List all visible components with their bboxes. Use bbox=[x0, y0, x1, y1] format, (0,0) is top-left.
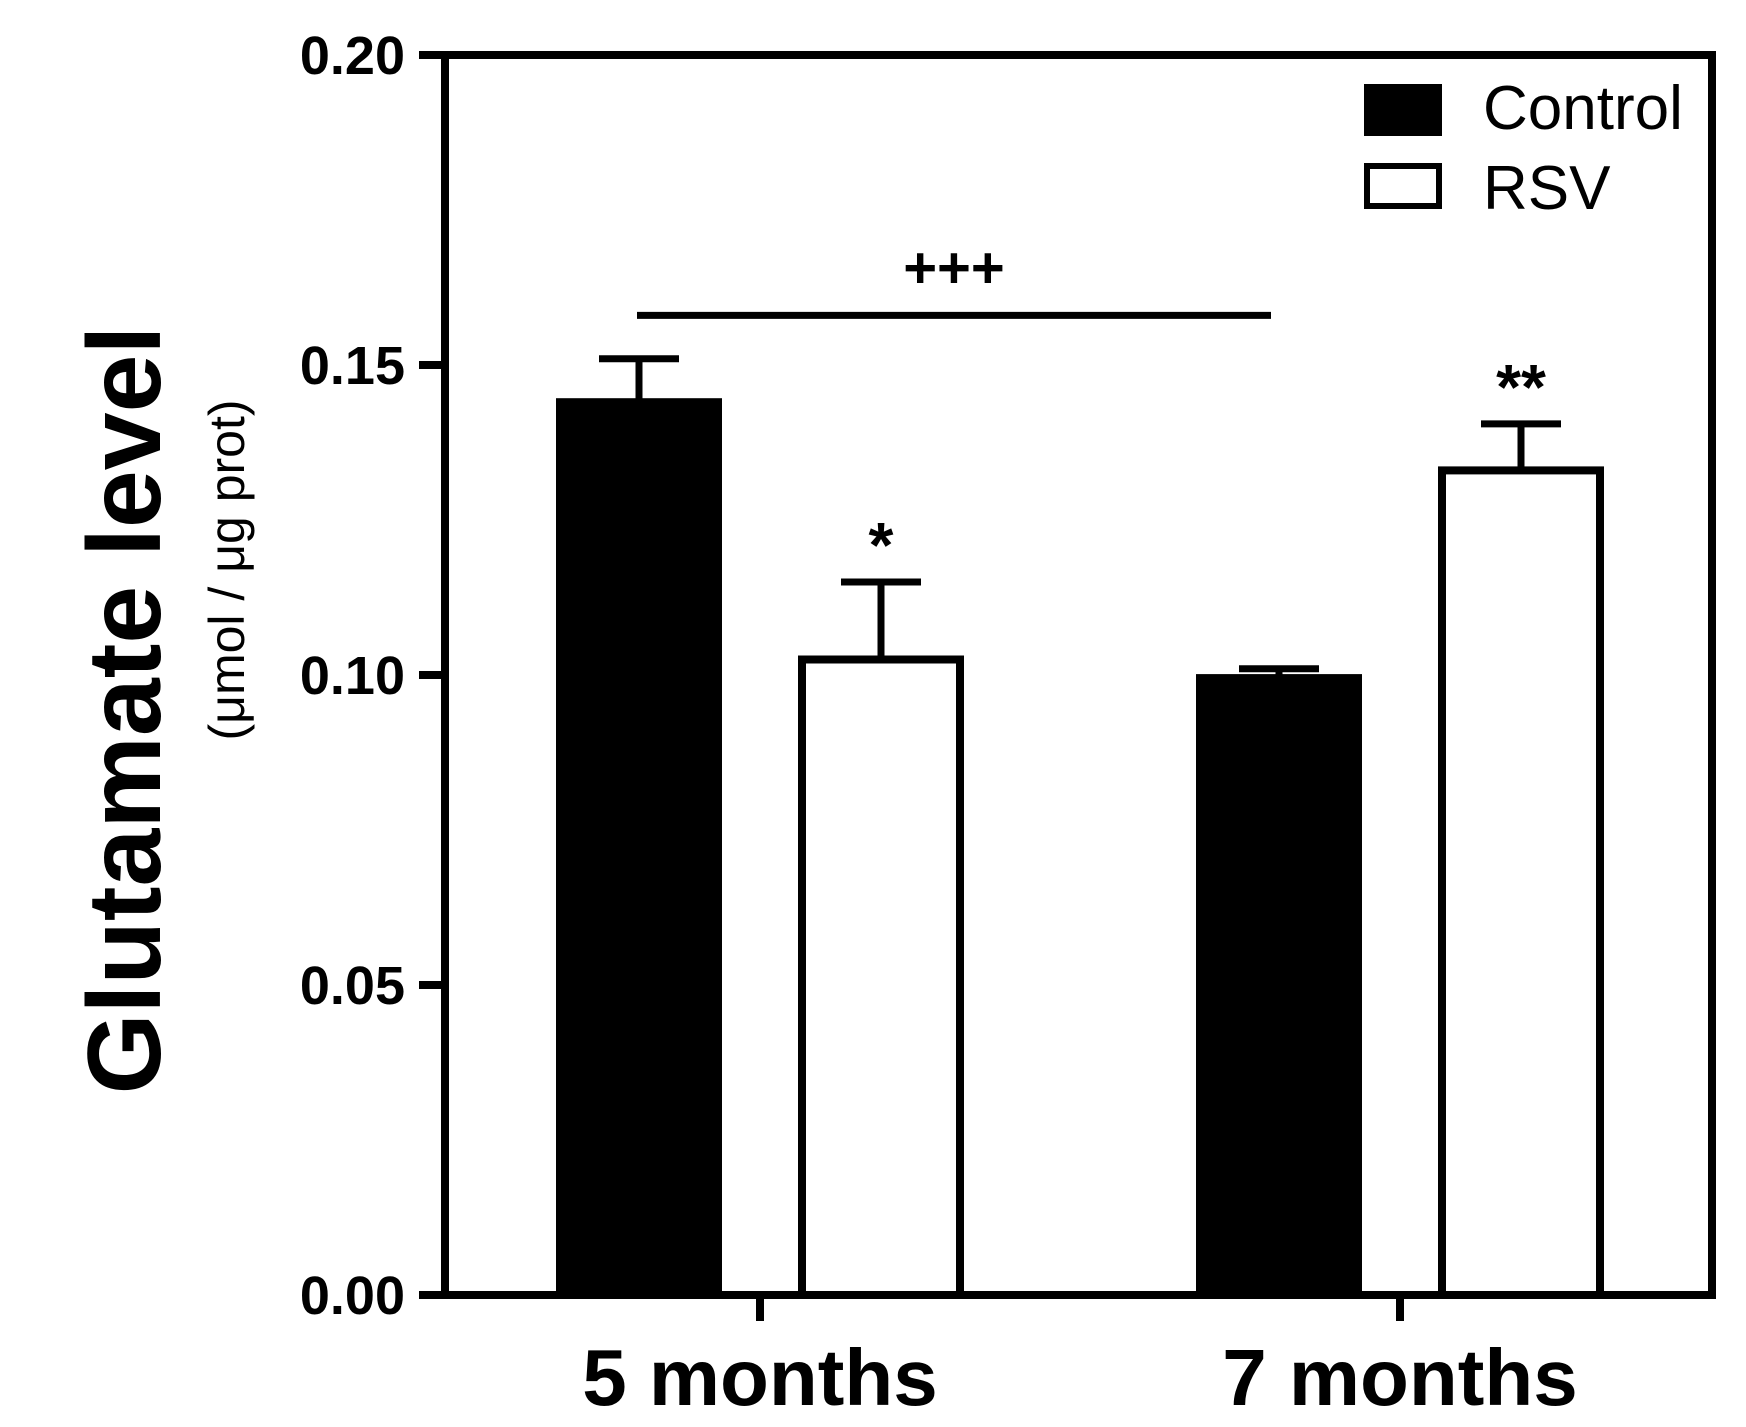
y-tick-label: 0.10 bbox=[300, 646, 405, 706]
bars bbox=[556, 398, 1604, 1299]
bar-rsv-0 bbox=[798, 655, 964, 1299]
y-tick-label: 0.20 bbox=[300, 26, 405, 86]
comparison-bracket-label: +++ bbox=[903, 235, 1005, 300]
bar-control-0 bbox=[556, 398, 722, 1299]
significance-annotations: ***+++ bbox=[637, 235, 1546, 581]
legend-label-control: Control bbox=[1483, 74, 1683, 143]
x-tick-label: 7 months bbox=[1222, 1333, 1578, 1422]
x-tick-label: 5 months bbox=[582, 1333, 938, 1422]
legend-swatch-control bbox=[1364, 84, 1442, 136]
significance-star-rsv-5-months: * bbox=[869, 509, 894, 581]
y-tick-label: 0.05 bbox=[300, 956, 405, 1016]
bar-rsv-1 bbox=[1438, 466, 1604, 1299]
y-tick-label: 0.15 bbox=[300, 336, 405, 396]
x-axis-ticks: 5 months 7 months bbox=[582, 1295, 1578, 1422]
y-axis-units: (μmol / μg prot) bbox=[199, 399, 255, 740]
y-tick-label: 0.00 bbox=[300, 1266, 405, 1326]
y-axis-title: Glutamate level bbox=[67, 326, 183, 1095]
legend-swatch-rsv bbox=[1364, 163, 1442, 209]
error-bars bbox=[599, 355, 1561, 679]
significance-star-rsv-7-months: ** bbox=[1496, 351, 1546, 423]
bar-control-1 bbox=[1196, 674, 1362, 1299]
legend-label-rsv: RSV bbox=[1483, 154, 1611, 223]
legend: Control RSV bbox=[1364, 74, 1683, 223]
y-axis-ticks: 0.00 0.05 0.10 0.15 0.20 bbox=[300, 26, 445, 1326]
